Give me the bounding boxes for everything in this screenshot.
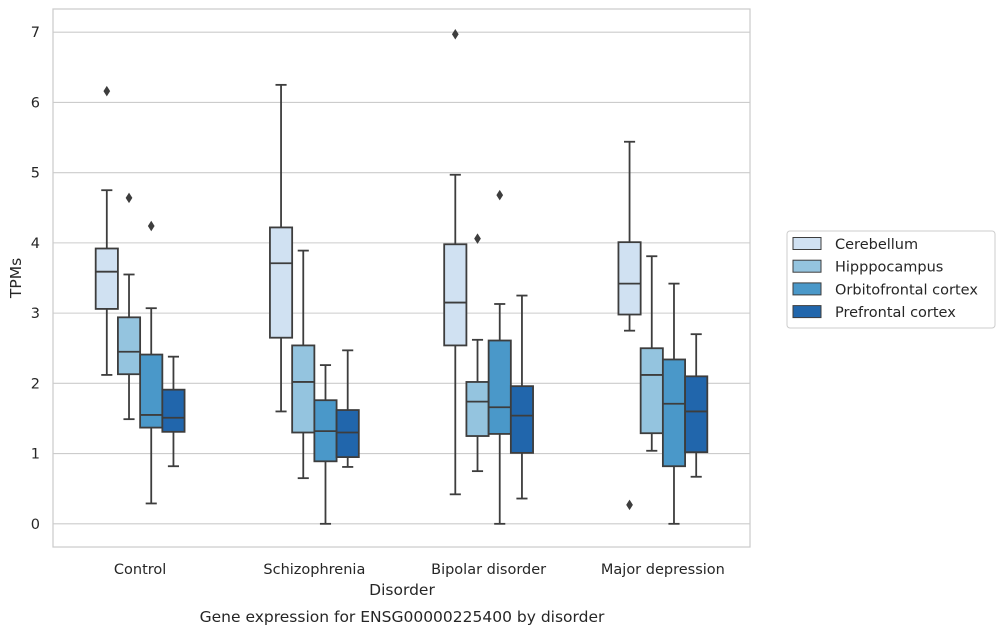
box-prefrontal-cortex <box>509 294 534 500</box>
chart-caption: Gene expression for ENSG00000225400 by d… <box>200 608 605 626</box>
box-hipppocampus <box>465 233 490 473</box>
plot-frame <box>52 8 751 548</box>
box-body <box>94 247 119 310</box>
box-body <box>509 385 534 454</box>
x-tick-labels: Control Schizophrenia Bipolar disorder Majo… <box>114 562 725 578</box>
outlier-point <box>125 192 133 204</box>
gridlines <box>53 31 750 525</box>
box-cerebellum <box>617 140 642 511</box>
box-body <box>335 409 360 458</box>
box-cerebellum <box>94 85 119 376</box>
legend: Cerebellum Hipppocampus Orbitofrontal cort… <box>786 230 996 329</box>
x-tick-label: Schizophrenia <box>263 562 365 578</box>
box-hipppocampus <box>117 192 142 421</box>
y-tick-label: 6 <box>31 95 40 111</box>
box-body <box>139 353 164 429</box>
y-axis-label: TPMs <box>7 258 25 299</box>
x-axis-label: Disorder <box>369 581 435 599</box>
box-cerebellum <box>443 29 468 496</box>
box-hipppocampus <box>639 255 664 452</box>
outlier-point <box>626 499 633 511</box>
legend-frame <box>786 230 996 329</box>
box-body <box>291 344 316 434</box>
x-tick-label: Major depression <box>601 562 725 578</box>
outlier-point <box>474 233 481 244</box>
outlier-point <box>103 85 111 97</box>
legend-label: Prefrontal cortex <box>835 305 956 321</box>
box-body <box>639 347 664 435</box>
box-body <box>161 388 186 433</box>
legend-swatch <box>792 305 822 319</box>
outlier-point <box>147 220 155 232</box>
legend-swatch <box>792 237 822 250</box>
box-body <box>487 339 512 435</box>
y-tick-label: 3 <box>31 306 40 322</box>
box-prefrontal-cortex <box>161 355 186 468</box>
box-orbitofrontal-cortex <box>661 282 686 525</box>
box-body <box>117 316 142 376</box>
box-orbitofrontal-cortex <box>487 189 512 525</box>
box-prefrontal-cortex <box>335 349 360 468</box>
y-tick-label: 4 <box>31 236 40 252</box>
legend-swatch <box>792 282 822 296</box>
outlier-point <box>496 189 504 201</box>
y-tick-label: 5 <box>31 166 40 182</box>
box-body <box>661 358 686 468</box>
box-plots <box>94 29 709 525</box>
box-prefrontal-cortex <box>684 333 709 478</box>
box-body <box>684 375 709 454</box>
box-body <box>443 243 468 347</box>
x-tick-label: Control <box>114 562 166 578</box>
box-cerebellum <box>269 83 294 413</box>
box-body <box>269 226 294 339</box>
box-hipppocampus <box>291 249 316 480</box>
y-tick-labels: 0 1 2 3 4 5 6 7 <box>31 25 40 533</box>
y-tick-label: 1 <box>31 447 40 463</box>
box-orbitofrontal-cortex <box>313 364 338 525</box>
box-body <box>465 381 490 437</box>
x-tick-label: Bipolar disorder <box>431 562 546 578</box>
legend-label: Hipppocampus <box>835 260 943 276</box>
outlier-point <box>451 29 459 40</box>
box-orbitofrontal-cortex <box>139 220 164 505</box>
y-tick-label: 2 <box>31 376 40 392</box>
legend-label: Cerebellum <box>835 237 918 253</box>
y-tick-label: 7 <box>31 25 40 41</box>
y-tick-label: 0 <box>31 517 40 533</box>
legend-label: Orbitofrontal cortex <box>835 282 978 298</box>
legend-swatch <box>792 259 822 273</box>
box-body <box>617 241 642 316</box>
